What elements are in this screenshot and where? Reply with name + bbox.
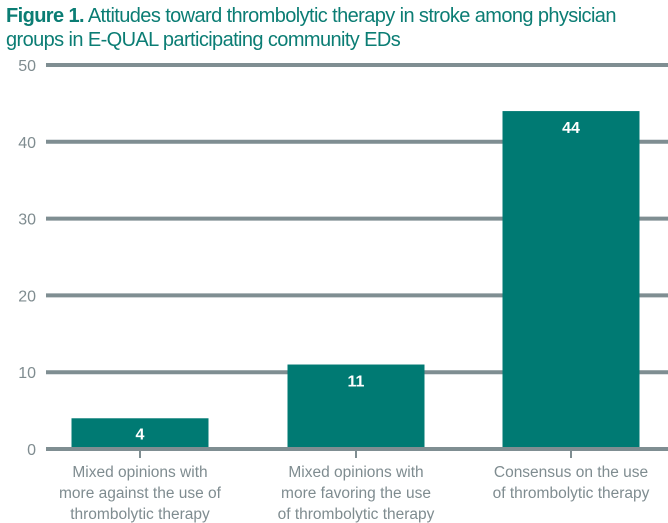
x-category-label: Mixed opinions with (288, 464, 423, 481)
data-label: 4 (136, 426, 145, 443)
y-tick-label: 10 (18, 365, 36, 382)
x-category-label: more against the use of (59, 485, 222, 502)
x-category-label: thrombolytic therapy (70, 506, 210, 523)
y-tick-label: 40 (18, 135, 36, 152)
y-tick-label: 50 (18, 58, 36, 75)
x-category-label: of thrombolytic therapy (278, 506, 435, 523)
data-label: 11 (348, 374, 365, 391)
data-label: 44 (562, 120, 580, 137)
bar (71, 418, 209, 447)
figure-label: Figure 1. (6, 5, 85, 27)
y-tick-label: 20 (18, 288, 36, 305)
bar (287, 364, 425, 447)
x-category-label: of thrombolytic therapy (493, 485, 650, 502)
bar (502, 111, 640, 447)
chart-title-text: Attitudes toward thrombolytic therapy in… (6, 5, 616, 51)
x-category-label: more favoring the use (281, 485, 431, 502)
x-category-label: Mixed opinions with (72, 464, 207, 481)
y-tick-label: 30 (18, 212, 36, 229)
x-category-label: Consensus on the use (494, 464, 648, 481)
y-tick-label: 0 (27, 442, 36, 459)
chart-title: Figure 1. Attitudes toward thrombolytic … (6, 4, 666, 52)
